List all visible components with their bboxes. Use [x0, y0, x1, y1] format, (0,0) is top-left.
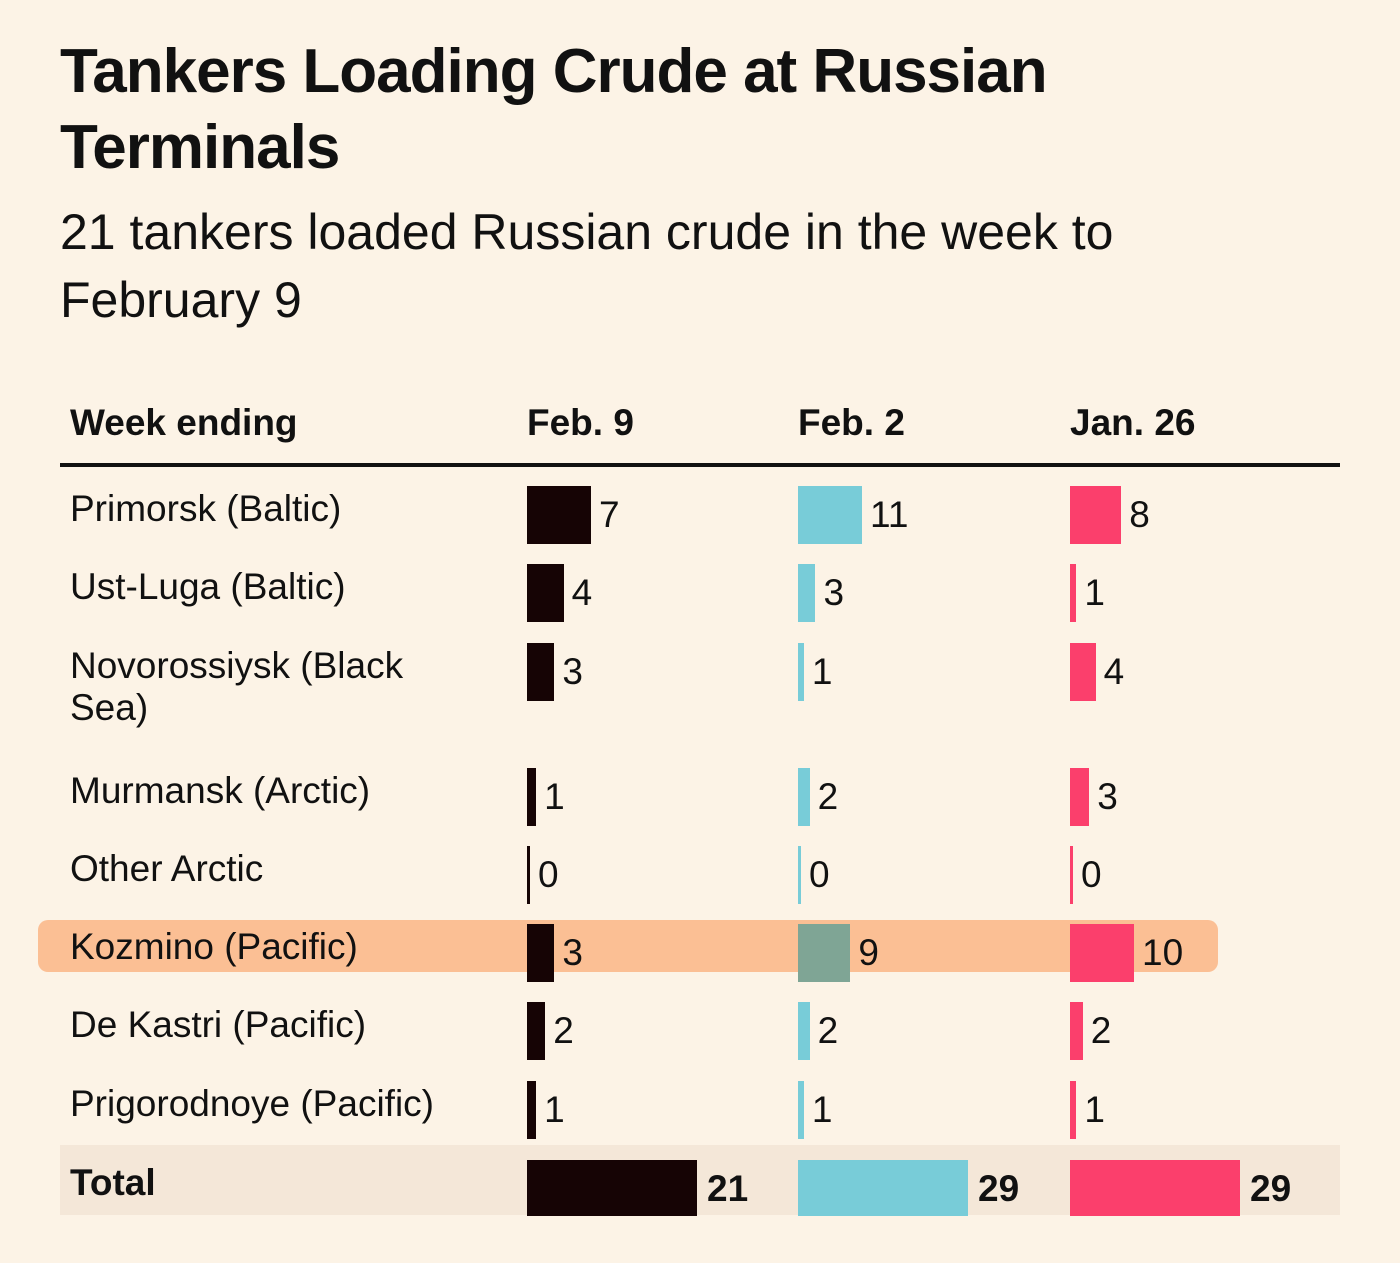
- bar: [527, 486, 591, 544]
- value-label: 0: [809, 854, 830, 895]
- total-bar: [798, 1160, 968, 1216]
- column-header: Jan. 26: [1070, 402, 1196, 443]
- value-label: 11: [870, 494, 909, 535]
- chart-subtitle: 21 tankers loaded Russian crude in the w…: [60, 204, 1114, 328]
- value-label: 1: [811, 651, 833, 692]
- total-value: 21: [707, 1168, 749, 1209]
- bar: [798, 924, 851, 982]
- bar: [1070, 486, 1122, 544]
- bar: [798, 768, 810, 826]
- bar: [798, 486, 862, 544]
- bar: [798, 643, 804, 701]
- row-label: Kozmino (Pacific): [70, 926, 358, 967]
- value-label: 1: [544, 776, 565, 817]
- total-value: 29: [1250, 1168, 1292, 1209]
- bar: [1070, 564, 1077, 622]
- value-label: 1: [811, 1089, 833, 1130]
- bar: [1070, 768, 1090, 826]
- row-label: Murmansk (Arctic): [70, 770, 371, 811]
- value-label: 3: [1097, 776, 1118, 817]
- value-label: 10: [1142, 932, 1184, 973]
- bar: [1070, 1081, 1077, 1139]
- value-label: 1: [1084, 572, 1105, 613]
- bar: [527, 1002, 546, 1060]
- value-label: 1: [544, 1089, 565, 1130]
- value-label: 3: [562, 932, 583, 973]
- chart-title: Tankers Loading Crude at Russian Termina…: [60, 37, 1048, 182]
- row-label: Primorsk (Baltic): [70, 488, 342, 529]
- bar: [1070, 924, 1134, 982]
- bar: [527, 924, 555, 982]
- value-label: 2: [817, 776, 839, 817]
- bar: [1070, 1002, 1083, 1060]
- value-label: 2: [817, 1010, 839, 1051]
- total-label: Total: [70, 1162, 156, 1203]
- value-label: 1: [1084, 1089, 1105, 1130]
- bar: [527, 564, 564, 622]
- bar: [527, 643, 555, 701]
- value-label: 0: [1081, 854, 1102, 895]
- bar: [527, 846, 530, 904]
- bar: [798, 564, 816, 622]
- value-label: 4: [1103, 651, 1125, 692]
- total-bar: [527, 1160, 697, 1216]
- bar: [527, 1081, 537, 1139]
- row-label: Novorossiysk (Black Sea): [70, 645, 404, 728]
- row-label: Prigorodnoye (Pacific): [70, 1083, 434, 1124]
- total-value: 29: [978, 1168, 1020, 1209]
- bar: [1070, 643, 1096, 701]
- header-rule: [60, 463, 1340, 467]
- value-label: 7: [599, 494, 620, 535]
- column-header: Feb. 9: [527, 402, 634, 443]
- row-highlight: [38, 920, 1218, 972]
- value-label: 2: [1090, 1010, 1112, 1051]
- value-label: 3: [562, 651, 583, 692]
- value-label: 9: [858, 932, 879, 973]
- total-bar: [1070, 1160, 1240, 1216]
- value-label: 3: [823, 572, 845, 613]
- bar: [1070, 846, 1073, 904]
- value-label: 4: [571, 572, 593, 613]
- row-label: Other Arctic: [70, 848, 264, 889]
- bar: [798, 1002, 810, 1060]
- column-header: Feb. 2: [798, 402, 905, 443]
- row-header: Week ending: [70, 402, 298, 443]
- value-label: 2: [553, 1010, 574, 1051]
- bar: [798, 1081, 804, 1139]
- bar: [527, 768, 537, 826]
- bar: [798, 846, 801, 904]
- row-label: De Kastri (Pacific): [70, 1004, 367, 1045]
- value-label: 0: [538, 854, 559, 895]
- row-label: Ust-Luga (Baltic): [70, 566, 346, 607]
- value-label: 8: [1129, 494, 1150, 535]
